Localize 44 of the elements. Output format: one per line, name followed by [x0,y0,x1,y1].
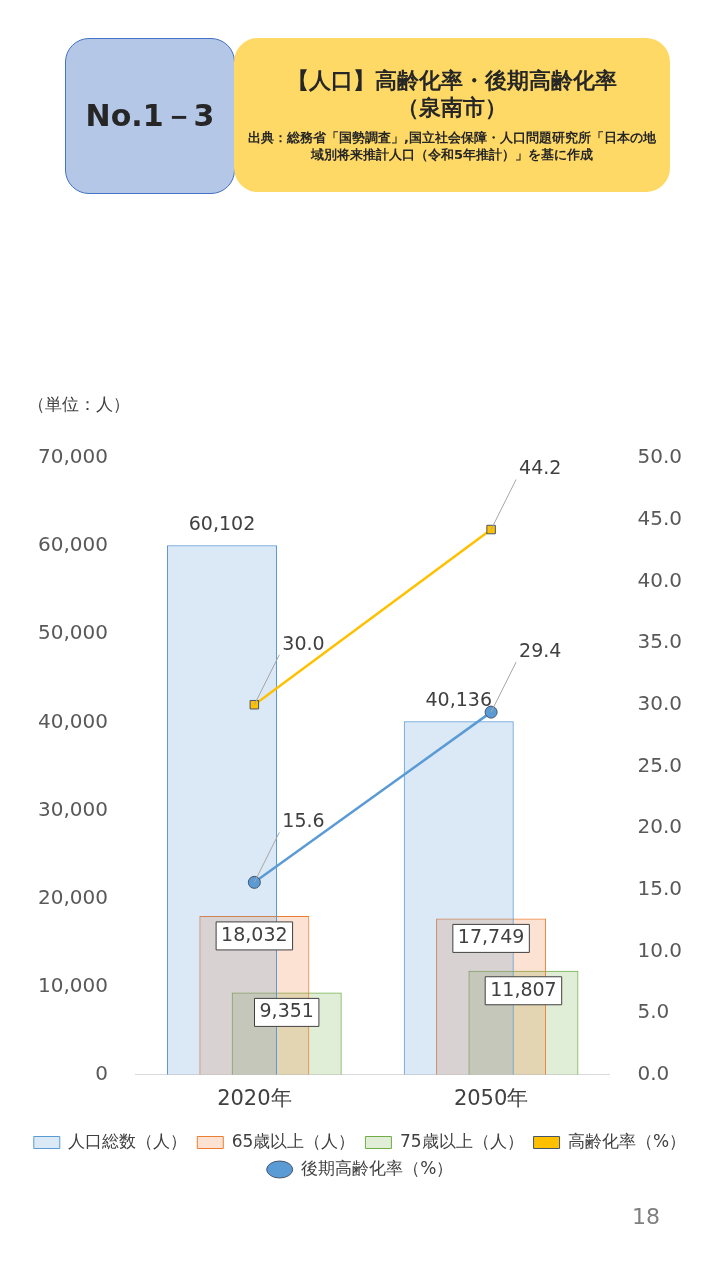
y2-tick-label: 30.0 [637,690,682,715]
y-tick-label: 30,000 [38,796,108,821]
data-label: 40,136 [425,688,492,711]
data-label: 18,032 [221,922,288,945]
chart-title: 【人口】高齢化率・後期高齢化率（泉南市） [286,66,618,122]
y2-tick-label: 35.0 [637,629,682,654]
y2-tick-label: 45.0 [637,505,682,530]
data-label: 11,807 [490,977,557,1000]
y-tick-label: 10,000 [38,972,108,997]
data-label: 17,749 [457,925,525,948]
heading-box: No.1－3 [65,38,235,194]
data-label: 44.2 [519,456,562,479]
y-axis-title: （単位：人） [28,394,130,415]
point [247,875,261,889]
point [249,699,260,710]
legend-label: 65歳以上（人） [231,1130,356,1151]
y2-tick-label: 20.0 [637,814,682,839]
data-label: 30.0 [282,631,325,654]
y2-tick-label: 5.0 [637,999,670,1024]
y-tick-label: 40,000 [38,708,108,733]
y-tick-label: 0 [95,1061,108,1085]
legend-label: 人口総数（人） [68,1130,188,1151]
y-tick-label: 60,000 [38,532,108,557]
y2-tick-label: 40.0 [637,567,682,592]
y2-tick-label: 50.0 [637,444,682,469]
legend-label: 高齢化率（%） [568,1130,687,1151]
y2-tick-label: 15.0 [637,875,682,900]
data-label: 29.4 [519,639,562,662]
y2-tick-label: 25.0 [637,752,682,777]
y-tick-label: 50,000 [38,620,108,645]
x-tick-label: 2020年 [217,1085,292,1110]
heading-box: 【人口】高齢化率・後期高齢化率（泉南市） 出典：総務省「国勢調査」,国立社会保障・人口問題研究所「日本の地域別将来推計人口（令和5年推計）」を基に作成 [234,38,670,192]
y-tick-label: 70,000 [38,444,108,469]
y2-tick-label: 10.0 [637,937,682,962]
data-label: 9,351 [259,999,314,1022]
y-tick-label: 20,000 [38,884,108,909]
data-label: 60,102 [188,512,256,535]
y2-tick-label: 0.0 [637,1061,670,1085]
source-note: 出典：総務省「国勢調査」,国立社会保障・人口問題研究所「日本の地域別将来推計人口（令和5年推計）」を基に作成 [247,129,657,164]
legend-label: 75歳以上（人） [399,1130,524,1151]
data-label: 15.6 [282,809,325,832]
legend-label: 後期高齢化率（%） [301,1157,454,1178]
text: 18 [632,1204,660,1229]
x-tick-label: 2050年 [453,1085,529,1110]
